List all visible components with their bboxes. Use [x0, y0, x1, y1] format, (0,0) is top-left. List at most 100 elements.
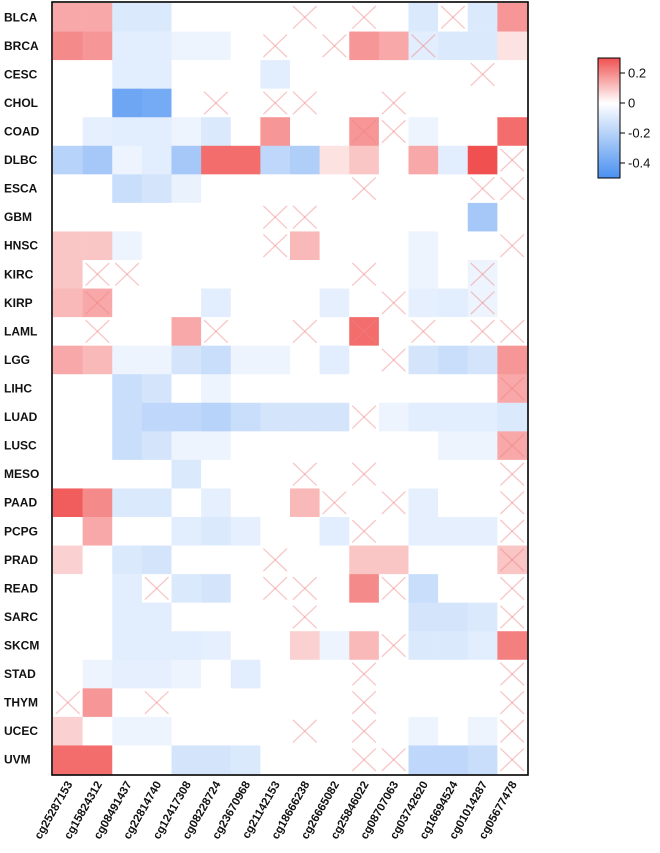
cross-mark [262, 576, 288, 601]
cell-LIHC-cg22814740 [141, 374, 172, 404]
cell-DLBC-cg25287153 [53, 145, 83, 175]
cell-SARC-cg18666238 [290, 602, 320, 632]
cross-mark [203, 91, 229, 115]
cell-THYM-cg05677478 [497, 688, 528, 718]
cell-PRAD-cg18666238 [290, 545, 320, 575]
cell-MESO-cg23670968 [230, 459, 261, 489]
row-label-PRAD: PRAD [4, 553, 38, 567]
cell-PAAD-cg08707063 [378, 488, 409, 518]
cell-ESCA-cg12417308 [171, 174, 202, 204]
cell-ESCA-cg08228724 [201, 174, 232, 204]
cell-LIHC-cg21142153 [260, 374, 291, 404]
cell-LAML-cg21142153 [260, 317, 291, 346]
cell-UVM-cg18666238 [290, 745, 320, 775]
cell-LAML-cg08707063 [378, 317, 409, 346]
cell-PRAD-cg15824312 [82, 545, 113, 575]
cell-LIHC-cg25287153 [53, 374, 83, 404]
cell-LUAD-cg01014287 [467, 402, 498, 432]
cross-mark [499, 633, 525, 658]
cell-PCPG-cg08491437 [112, 517, 143, 546]
cell-KIRC-cg01014287 [467, 260, 498, 289]
cross-mark [114, 262, 140, 287]
cell-CHOL-cg05677478 [497, 88, 528, 118]
cell-UCEC-cg22814740 [141, 716, 172, 746]
cell-MESO-cg08707063 [378, 459, 409, 489]
cell-PRAD-cg25287153 [53, 545, 83, 575]
cell-BRCA-cg08228724 [201, 31, 232, 61]
cell-LUSC-cg01014287 [467, 431, 498, 461]
cell-GBM-cg15824312 [82, 202, 113, 232]
cell-DLBC-cg01014287 [467, 145, 498, 175]
cell-READ-cg05677478 [497, 574, 528, 603]
cell-BRCA-cg08491437 [112, 31, 143, 61]
cell-LUSC-cg21142153 [260, 431, 291, 461]
row-label-ESCA: ESCA [4, 182, 38, 196]
cell-PCPG-cg01014287 [467, 517, 498, 546]
cell-READ-cg15824312 [82, 574, 113, 603]
cell-PAAD-cg03742620 [408, 488, 439, 518]
cell-LUSC-cg26665082 [319, 431, 350, 461]
cell-CHOL-cg25287153 [53, 88, 83, 118]
cell-PAAD-cg01014287 [467, 488, 498, 518]
cell-LIHC-cg23670968 [230, 374, 261, 404]
colorbar-tick-label: 0 [628, 96, 635, 111]
cell-ESCA-cg16694524 [438, 174, 469, 204]
cell-THYM-cg15824312 [82, 688, 113, 718]
cross-mark [499, 719, 525, 743]
cross-mark [262, 34, 288, 58]
cell-CESC-cg08228724 [201, 60, 232, 89]
cell-PRAD-cg22814740 [141, 545, 172, 575]
row-label-LUAD: LUAD [4, 410, 38, 424]
cell-BRCA-cg18666238 [290, 31, 320, 61]
cell-UCEC-cg23670968 [230, 716, 261, 746]
cross-mark [292, 319, 318, 344]
cross-mark [322, 490, 347, 515]
cell-LAML-cg05677478 [497, 317, 528, 346]
cell-UVM-cg12417308 [171, 745, 202, 775]
cell-HNSC-cg16694524 [438, 231, 469, 261]
cell-GBM-cg16694524 [438, 202, 469, 232]
cell-GBM-cg25287153 [53, 202, 83, 232]
cell-PRAD-cg12417308 [171, 545, 202, 575]
cell-SARC-cg05677478 [497, 602, 528, 632]
cell-DLBC-cg08707063 [378, 145, 409, 175]
cell-LGG-cg05677478 [497, 345, 528, 375]
cell-LUSC-cg05677478 [497, 431, 528, 461]
cell-KIRP-cg08707063 [378, 288, 409, 318]
cell-PRAD-cg21142153 [260, 545, 291, 575]
cell-BRCA-cg26665082 [319, 31, 350, 61]
cell-SKCM-cg26665082 [319, 631, 350, 661]
cell-DLBC-cg23670968 [230, 145, 261, 175]
cell-ESCA-cg25846022 [349, 174, 380, 204]
cell-PCPG-cg08228724 [201, 517, 232, 546]
cell-READ-cg25287153 [53, 574, 83, 603]
cross-mark [499, 662, 525, 686]
cell-LIHC-cg08707063 [378, 374, 409, 404]
cross-mark [351, 462, 377, 486]
cell-LUAD-cg22814740 [141, 402, 172, 432]
cell-CHOL-cg23670968 [230, 88, 261, 118]
cell-PAAD-cg16694524 [438, 488, 469, 518]
cell-CESC-cg01014287 [467, 60, 498, 89]
cell-THYM-cg18666238 [290, 688, 320, 718]
cell-CHOL-cg08228724 [201, 88, 232, 118]
cell-DLBC-cg08491437 [112, 145, 143, 175]
cell-COAD-cg08707063 [378, 117, 409, 147]
cell-LUSC-cg18666238 [290, 431, 320, 461]
cell-READ-cg08707063 [378, 574, 409, 603]
cell-LUSC-cg22814740 [141, 431, 172, 461]
cell-MESO-cg03742620 [408, 459, 439, 489]
cell-UVM-cg05677478 [497, 745, 528, 775]
cell-KIRC-cg15824312 [82, 260, 113, 289]
cell-LAML-cg25846022 [349, 317, 380, 346]
cell-LGG-cg23670968 [230, 345, 261, 375]
cell-DLBC-cg08228724 [201, 145, 232, 175]
cell-KIRP-cg23670968 [230, 288, 261, 318]
cross-mark [322, 34, 347, 58]
cell-BLCA-cg15824312 [82, 3, 113, 32]
cell-LUSC-cg23670968 [230, 431, 261, 461]
cell-LUAD-cg12417308 [171, 402, 202, 432]
cell-COAD-cg22814740 [141, 117, 172, 147]
cell-LAML-cg18666238 [290, 317, 320, 346]
cell-KIRC-cg18666238 [290, 260, 320, 289]
